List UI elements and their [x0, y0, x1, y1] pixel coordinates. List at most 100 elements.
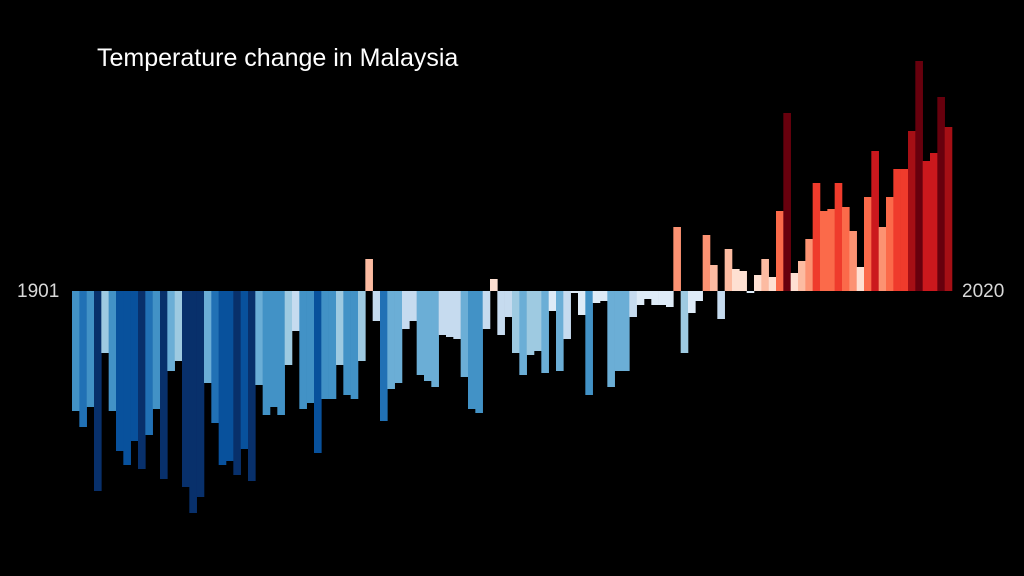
bar-1916 [182, 291, 190, 487]
bar-2012 [886, 197, 894, 291]
bar-2009 [864, 197, 872, 291]
bar-2017 [922, 161, 931, 291]
bar-1995 [761, 259, 769, 291]
bar-1953 [453, 291, 461, 339]
bar-1912 [152, 291, 161, 409]
bar-1947 [409, 291, 417, 321]
bar-1907 [116, 291, 124, 451]
bar-1978 [636, 291, 645, 305]
bar-1906 [108, 291, 117, 411]
bar-2001 [805, 239, 813, 291]
bar-1966 [548, 291, 557, 311]
bar-1975 [614, 291, 623, 371]
bar-1982 [666, 291, 674, 307]
bar-1902 [79, 291, 87, 427]
bar-1968 [563, 291, 571, 339]
bar-2006 [842, 207, 850, 291]
bar-1991 [732, 269, 740, 291]
bar-1927 [262, 291, 271, 415]
bar-1965 [541, 291, 549, 373]
bar-2019 [937, 97, 945, 291]
chart-title: Temperature change in Malaysia [97, 44, 459, 72]
bar-1922 [226, 291, 234, 461]
bar-1964 [534, 291, 542, 351]
bar-1970 [578, 291, 586, 315]
bar-1913 [160, 291, 168, 479]
bar-1914 [167, 291, 175, 371]
bar-1971 [585, 291, 593, 395]
bar-1985 [688, 291, 696, 313]
bar-2007 [849, 231, 857, 291]
bar-1967 [556, 291, 564, 371]
bar-1998 [783, 113, 791, 291]
bar-1974 [607, 291, 615, 387]
bar-1950 [431, 291, 439, 387]
bar-1984 [680, 291, 689, 353]
bar-1943 [380, 291, 388, 421]
bar-1980 [651, 291, 659, 305]
bar-1909 [130, 291, 139, 441]
bar-2003 [820, 211, 828, 291]
bar-1946 [402, 291, 410, 329]
bar-1908 [123, 291, 131, 465]
bar-1951 [438, 291, 447, 335]
bar-1905 [101, 291, 109, 353]
bar-2002 [812, 183, 821, 291]
bar-1993 [746, 291, 755, 293]
bar-1997 [776, 211, 784, 291]
bar-1959 [497, 291, 505, 335]
bar-1923 [233, 291, 241, 475]
bar-1973 [600, 291, 608, 301]
bar-2010 [871, 151, 879, 291]
bar-1983 [673, 227, 681, 291]
bar-1987 [702, 235, 711, 291]
bar-1921 [218, 291, 227, 465]
bar-1929 [277, 291, 285, 415]
bar-1976 [622, 291, 630, 371]
bar-1904 [94, 291, 102, 491]
bar-1939 [350, 291, 359, 399]
bar-1932 [299, 291, 307, 409]
bar-1934 [314, 291, 322, 453]
bar-1994 [754, 275, 762, 291]
bar-1979 [644, 291, 652, 299]
bar-1990 [724, 249, 733, 291]
start-year-label: 1901 [17, 281, 60, 302]
bar-1935 [321, 291, 329, 399]
bar-1937 [336, 291, 344, 365]
bar-1962 [519, 291, 527, 375]
bar-1960 [504, 291, 513, 317]
bar-1925 [248, 291, 256, 481]
bar-1941 [365, 259, 373, 291]
bar-1924 [240, 291, 249, 449]
bar-2016 [915, 61, 923, 291]
bar-1918 [196, 291, 205, 497]
bar-1938 [343, 291, 351, 395]
bar-1930 [284, 291, 293, 365]
bar-1963 [526, 291, 535, 355]
bar-1949 [424, 291, 432, 381]
bar-1911 [145, 291, 153, 435]
bar-1942 [372, 291, 381, 321]
bar-2004 [827, 209, 835, 291]
bar-2005 [834, 183, 843, 291]
bar-1940 [358, 291, 366, 361]
bar-1931 [292, 291, 300, 331]
bar-1977 [629, 291, 637, 317]
end-year-label: 2020 [962, 281, 1005, 302]
bar-1972 [592, 291, 601, 303]
bar-1917 [189, 291, 197, 513]
bar-1956 [475, 291, 483, 413]
bar-1989 [717, 291, 725, 319]
bar-1969 [570, 291, 579, 293]
bar-1933 [306, 291, 315, 403]
bar-1955 [468, 291, 476, 409]
bar-1920 [211, 291, 219, 423]
bar-1992 [739, 271, 747, 291]
bar-1961 [512, 291, 520, 353]
bar-1988 [710, 265, 718, 291]
bar-2014 [900, 169, 909, 291]
bar-2013 [893, 169, 901, 291]
